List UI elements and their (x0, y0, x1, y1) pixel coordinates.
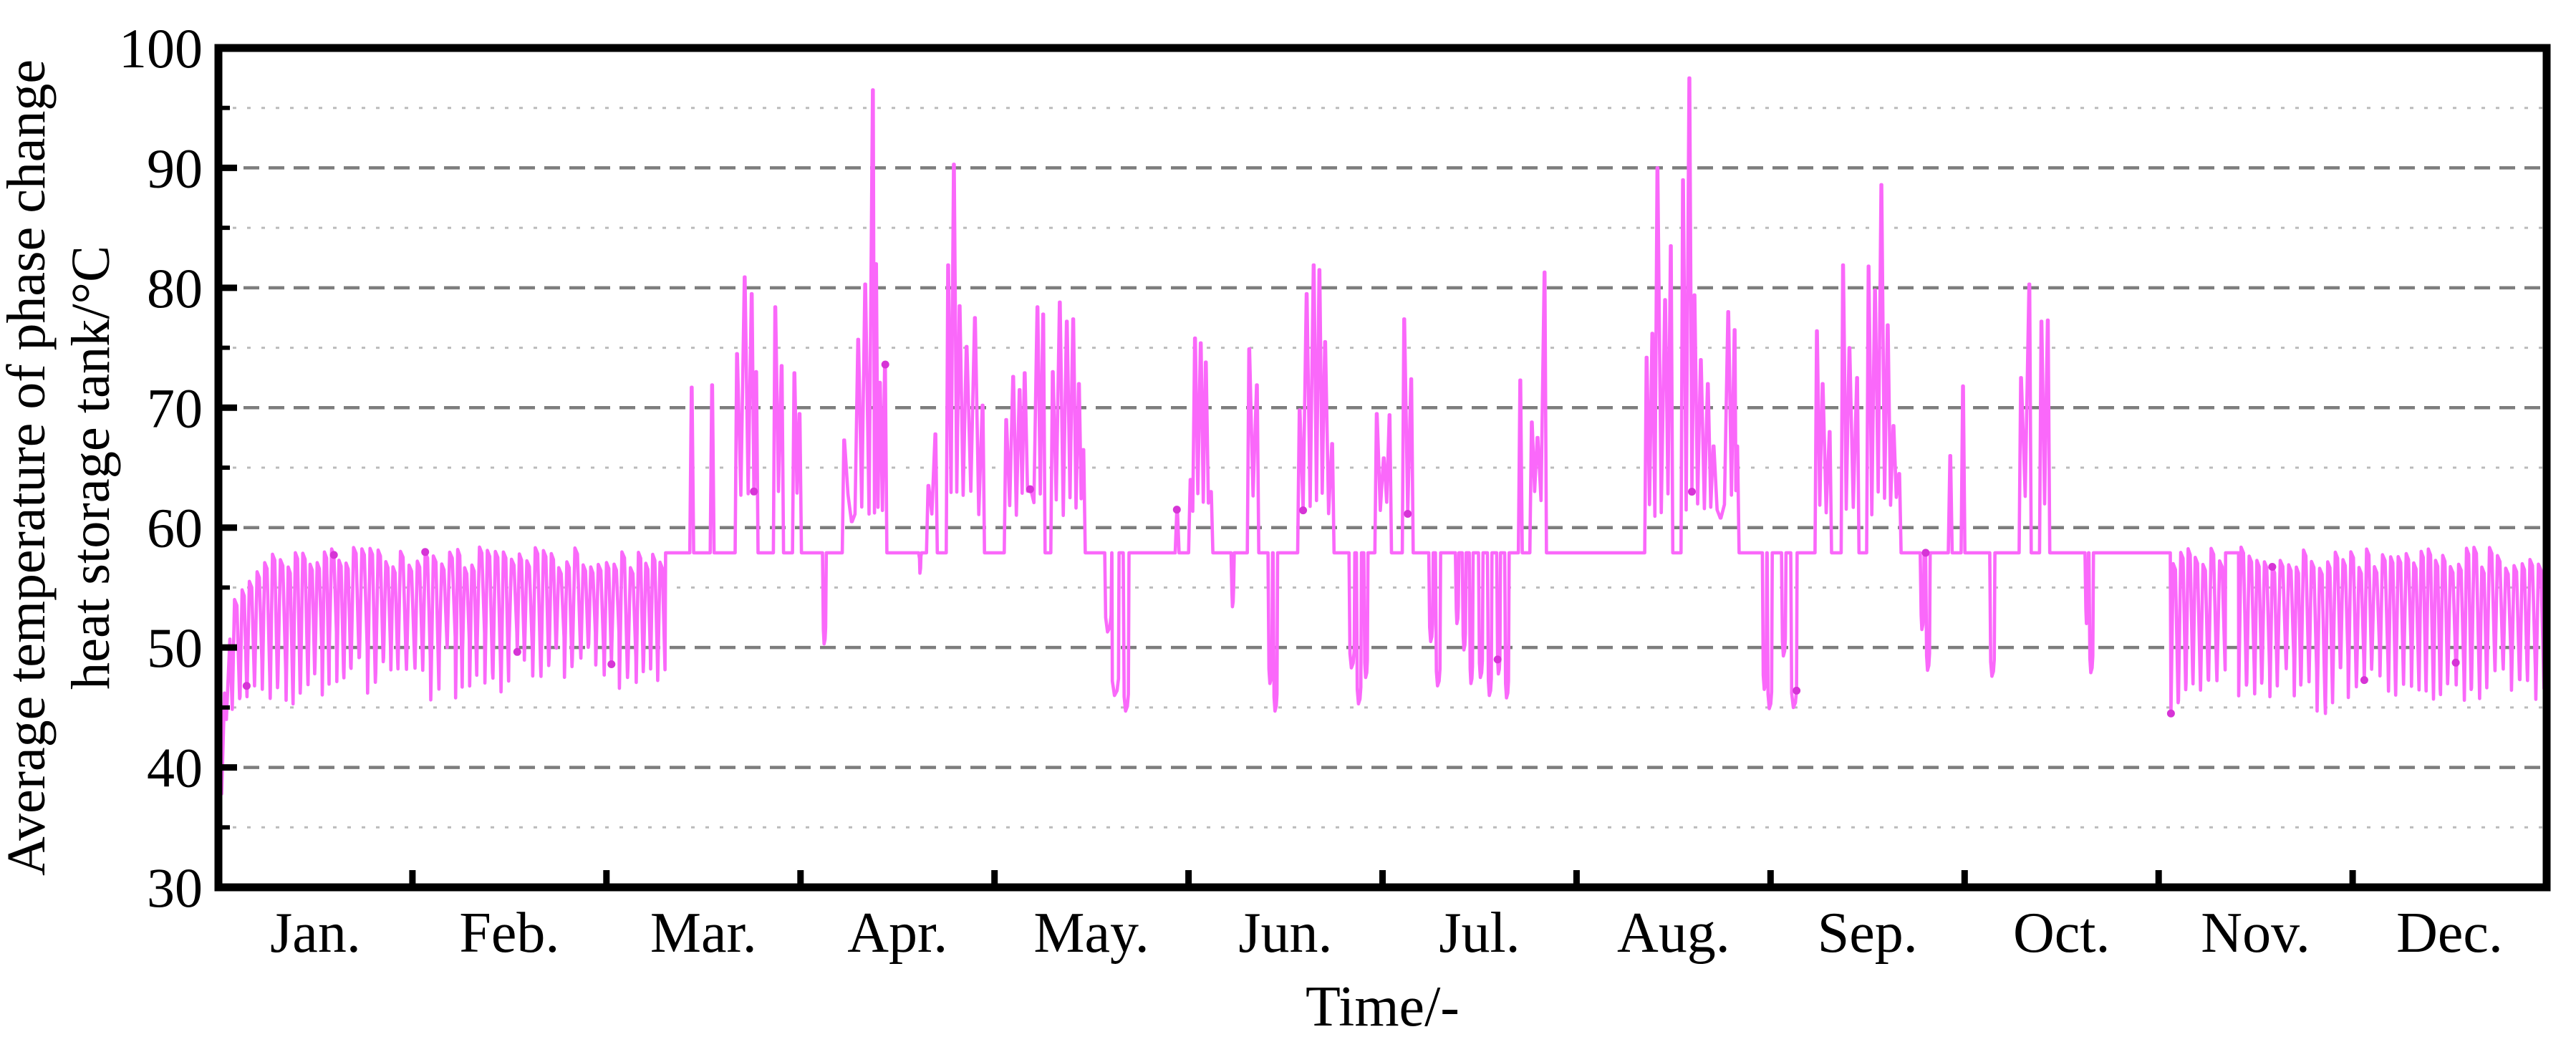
series-marker (329, 551, 338, 559)
series-marker (2166, 709, 2175, 718)
axis-labels: 30 40 50 60 70 80 90 100 Jan. Feb. Mar. Apr. May. Jun… (0, 17, 2503, 1038)
y-axis-title-line1: Average temperature of phase change (0, 59, 57, 876)
month-label: Jun. (1238, 902, 1332, 965)
series-marker (1793, 686, 1801, 695)
month-label: Jan. (270, 902, 361, 965)
series-markers (242, 360, 2460, 718)
y-tick-label: 40 (147, 737, 203, 799)
series-marker (2268, 563, 2277, 571)
month-label: Jul. (1439, 902, 1520, 965)
y-tick-label: 30 (147, 857, 203, 919)
series-marker (750, 487, 758, 496)
month-label: Mar. (650, 902, 757, 965)
series-marker (1921, 549, 1930, 557)
month-label: Sep. (1818, 902, 1918, 965)
month-label: Aug. (1617, 902, 1730, 965)
series-marker (1404, 510, 1412, 518)
series-marker (1172, 506, 1181, 514)
y-tick-label: 80 (147, 257, 203, 319)
series-marker (242, 682, 251, 690)
series-marker (1688, 488, 1696, 496)
series-marker (513, 647, 521, 656)
series-marker (881, 360, 889, 369)
series-marker (1493, 655, 1502, 664)
temperature-line (216, 76, 2546, 889)
gridlines (218, 107, 2547, 829)
y-tick-label: 90 (147, 137, 203, 199)
month-label: Nov. (2201, 902, 2310, 965)
y-tick-label: 70 (147, 377, 203, 439)
series-marker (607, 660, 616, 668)
series-marker (1299, 506, 1308, 515)
month-label: Apr. (847, 902, 947, 965)
temperature-series (216, 76, 2546, 889)
series-marker (421, 548, 430, 556)
y-tick-label: 50 (147, 617, 203, 679)
month-label: Feb. (459, 902, 559, 965)
series-marker (2451, 658, 2460, 667)
series-marker (2360, 676, 2368, 685)
y-axis-title-line2: heat storage tank/°C (61, 246, 121, 690)
x-axis-title: Time/- (1306, 975, 1460, 1038)
month-label: Dec. (2396, 902, 2503, 965)
axes (214, 44, 2551, 892)
month-label: Oct. (2013, 902, 2111, 965)
month-label: May. (1033, 902, 1149, 965)
y-tick-label: 60 (147, 497, 203, 559)
series-marker (1026, 485, 1034, 493)
y-tick-label: 100 (119, 17, 203, 79)
